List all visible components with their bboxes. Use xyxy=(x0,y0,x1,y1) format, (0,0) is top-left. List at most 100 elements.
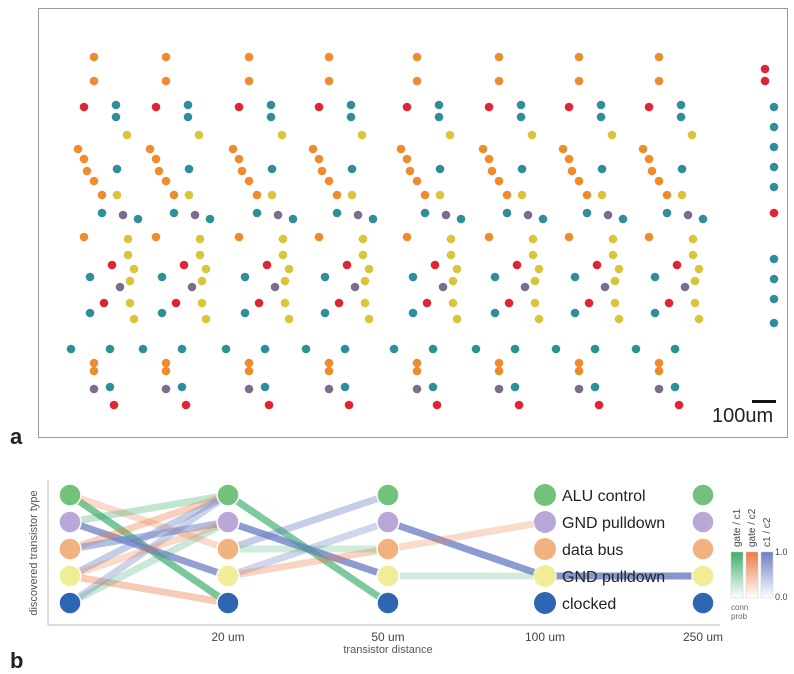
legend-label: GND pulldown xyxy=(562,515,665,532)
panel-letter-a: a xyxy=(10,424,23,449)
layout-dot xyxy=(254,298,264,308)
transistor-type-node xyxy=(691,591,715,615)
layout-dot xyxy=(687,130,697,140)
layout-dot xyxy=(490,272,500,282)
layout-dot xyxy=(412,366,422,376)
layout-dot xyxy=(184,190,194,200)
layout-dot xyxy=(654,176,664,186)
legend-label: clocked xyxy=(562,596,616,613)
layout-dot xyxy=(181,400,191,410)
layout-dot xyxy=(456,214,466,224)
transistor-type-node xyxy=(58,537,82,561)
layout-dot xyxy=(389,344,399,354)
layout-dot xyxy=(105,344,115,354)
layout-dot xyxy=(161,358,171,368)
layout-dot xyxy=(769,122,779,132)
layout-dot xyxy=(405,166,415,176)
layout-dot xyxy=(177,382,187,392)
layout-dot xyxy=(517,190,527,200)
layout-dot xyxy=(430,260,440,270)
layout-dot xyxy=(187,282,197,292)
layout-dot xyxy=(342,260,352,270)
layout-dot xyxy=(278,250,288,260)
layout-dot xyxy=(195,234,205,244)
layout-dot xyxy=(672,260,682,270)
layout-dot xyxy=(769,162,779,172)
layout-dot xyxy=(244,76,254,86)
layout-dot xyxy=(471,344,481,354)
transistor-type-node xyxy=(376,510,400,534)
layout-dot xyxy=(314,154,324,164)
layout-dot xyxy=(502,190,512,200)
transistor-type-node xyxy=(691,483,715,507)
layout-dot xyxy=(570,272,580,282)
scale-bar xyxy=(752,400,776,403)
layout-dot xyxy=(564,154,574,164)
colorbar-label: gate / c1 xyxy=(732,508,743,547)
layout-dot xyxy=(523,210,533,220)
layout-dot xyxy=(183,100,193,110)
layout-dot xyxy=(402,102,412,112)
colorbar-title: conn xyxy=(731,603,748,612)
transistor-type-node xyxy=(376,564,400,588)
layout-dot xyxy=(228,144,238,154)
layout-dot xyxy=(264,400,274,410)
layout-dot xyxy=(111,112,121,122)
layout-dot xyxy=(111,100,121,110)
layout-dot xyxy=(494,366,504,376)
layout-dot xyxy=(350,282,360,292)
legend-label: data bus xyxy=(562,542,623,559)
panel-letter-b: b xyxy=(10,648,24,673)
layout-dot xyxy=(504,298,514,308)
layout-dot xyxy=(607,130,617,140)
layout-dot xyxy=(592,260,602,270)
transistor-type-node xyxy=(691,510,715,534)
scale-bar-label: 100um xyxy=(712,405,774,427)
layout-dot xyxy=(346,112,356,122)
layout-dot xyxy=(89,176,99,186)
layout-dot xyxy=(89,366,99,376)
layout-dot xyxy=(594,400,604,410)
layout-dot xyxy=(161,384,171,394)
layout-dot xyxy=(402,232,412,242)
layout-dot xyxy=(105,382,115,392)
layout-dot xyxy=(610,276,620,286)
colorbar-strip xyxy=(730,551,744,599)
layout-dot xyxy=(551,344,561,354)
transistor-type-node xyxy=(216,510,240,534)
layout-dot xyxy=(320,272,330,282)
colorbar-min-label: 0.0 xyxy=(775,592,788,602)
layout-dot xyxy=(422,298,432,308)
connection-line xyxy=(66,491,232,580)
layout-dot xyxy=(584,298,594,308)
layout-dot xyxy=(179,260,189,270)
layout-dot xyxy=(195,250,205,260)
layout-dot xyxy=(538,214,548,224)
layout-dot xyxy=(614,264,624,274)
layout-dot xyxy=(769,102,779,112)
layout-dot xyxy=(85,272,95,282)
layout-dot xyxy=(157,272,167,282)
layout-dot xyxy=(161,366,171,376)
layout-dot xyxy=(574,76,584,86)
layout-dot xyxy=(252,190,262,200)
layout-dot xyxy=(332,208,342,218)
layout-dot xyxy=(270,282,280,292)
layout-dot xyxy=(344,400,354,410)
transistor-type-node xyxy=(58,483,82,507)
colorbar-strip xyxy=(760,551,774,599)
layout-dot xyxy=(278,234,288,244)
layout-dot xyxy=(79,232,89,242)
layout-dot xyxy=(676,112,686,122)
layout-dot xyxy=(112,164,122,174)
layout-dot xyxy=(267,190,277,200)
layout-dot xyxy=(79,154,89,164)
layout-dot xyxy=(677,164,687,174)
layout-dot xyxy=(125,298,135,308)
layout-dot xyxy=(262,260,272,270)
layout-dot xyxy=(510,382,520,392)
layout-dot xyxy=(133,214,143,224)
layout-dot xyxy=(698,214,708,224)
layout-dot xyxy=(487,166,497,176)
legend-swatch xyxy=(534,484,556,506)
